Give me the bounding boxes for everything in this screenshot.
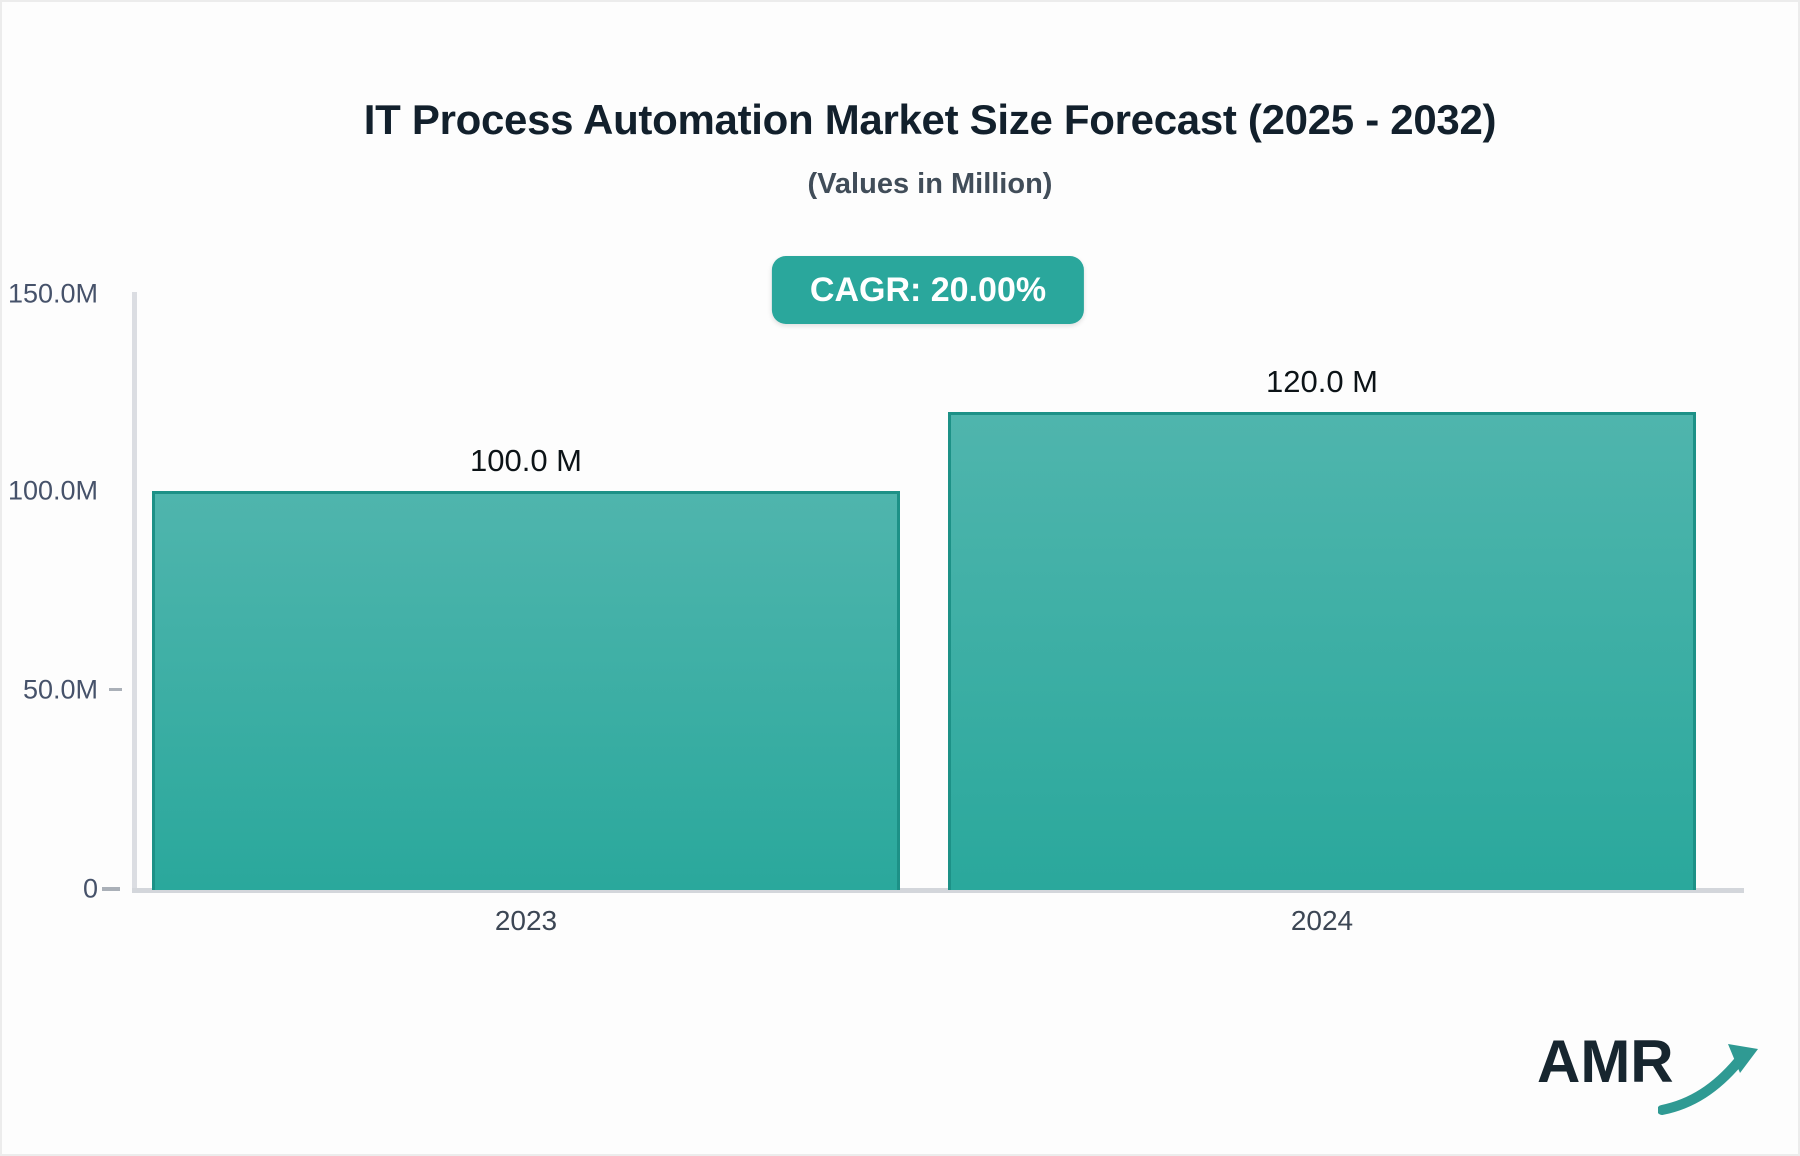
y-tick-mark-50 [109, 688, 122, 691]
bar-value-label-2023: 100.0 M [469, 443, 582, 479]
x-tick-label-2024: 2024 [1290, 905, 1354, 936]
y-tick-mark-0 [102, 887, 120, 891]
chart-title: IT Process Automation Market Size Foreca… [363, 96, 1497, 143]
bar-2023[interactable] [152, 491, 900, 890]
y-axis-line [132, 292, 137, 892]
trend-arrow-icon [1657, 1044, 1758, 1115]
y-tick-label-100: 100.0M [7, 475, 98, 506]
y-tick-label-150: 150.0M [7, 278, 98, 309]
amr-logo-text: AMR [1537, 1028, 1674, 1095]
y-tick-label-50: 50.0M [22, 674, 98, 705]
bar-value-label-2024: 120.0 M [1265, 363, 1378, 399]
y-tick-label-0: 0 [82, 873, 98, 904]
plot-area: 100.0 M 120.0 M [2, 292, 1798, 890]
bar-group-2024: 120.0 M [948, 364, 1696, 890]
amr-logo: AMR [1537, 1032, 1768, 1118]
x-axis-line [132, 888, 1744, 893]
bar-group-2023: 100.0 M [152, 443, 900, 890]
cagr-badge: CAGR: 20.00% [771, 256, 1085, 324]
chart-subtitle: (Values in Million) [807, 168, 1053, 200]
x-tick-label-2023: 2023 [494, 905, 558, 936]
bar-2024[interactable] [948, 411, 1696, 890]
